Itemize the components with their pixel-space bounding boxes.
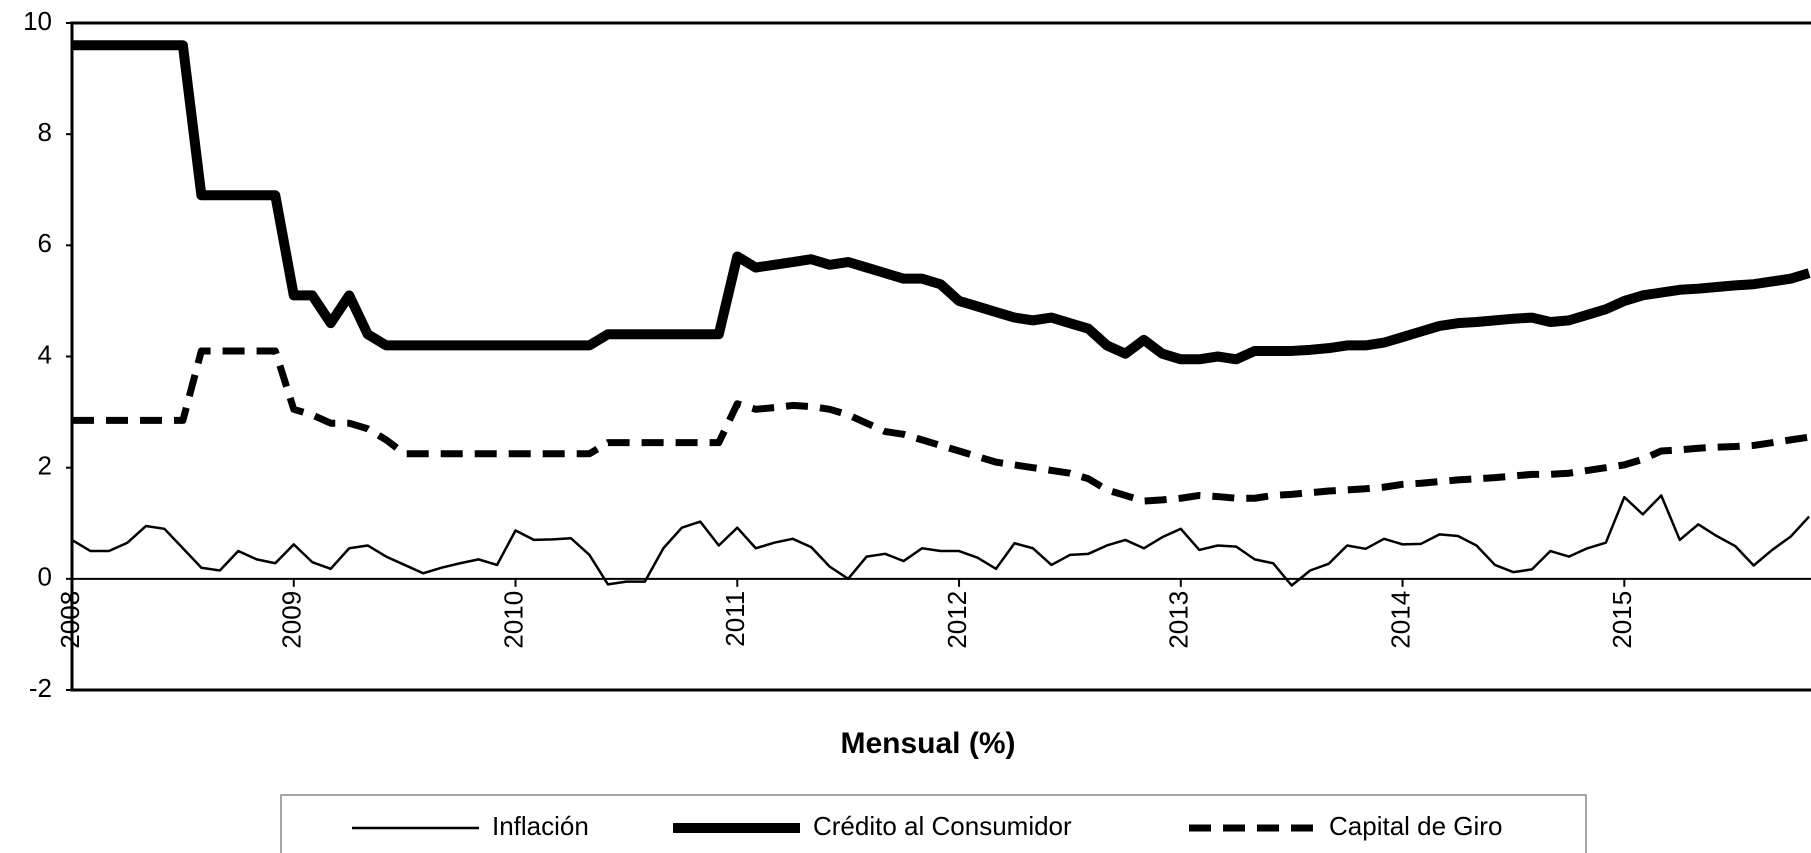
series-line	[72, 40, 1811, 365]
legend-box	[280, 794, 1587, 853]
y-tick-label: -2	[29, 673, 52, 703]
y-tick-label: 2	[38, 451, 52, 481]
legend-label: Inflación	[492, 811, 589, 841]
x-tick-label: 2008	[55, 591, 85, 649]
x-tick-label: 2011	[720, 591, 750, 647]
legend-label: Crédito al Consumidor	[813, 811, 1072, 841]
x-tick-label: 2012	[942, 591, 972, 649]
x-tick-label: 2015	[1607, 591, 1637, 649]
y-tick-label: 6	[38, 228, 52, 258]
y-tick-label: 10	[23, 6, 52, 36]
legend-label: Capital de Giro	[1329, 811, 1502, 841]
y-tick-label: 8	[38, 117, 52, 147]
y-tick-label: 4	[38, 339, 52, 369]
series-line	[71, 494, 1811, 587]
y-tick-label: 0	[38, 562, 52, 592]
plot-frame	[70, 21, 1811, 692]
x-tick-label: 2013	[1164, 591, 1194, 649]
x-tick-label: 2009	[277, 591, 307, 649]
x-tick-label: 2010	[498, 591, 528, 649]
series-line	[72, 347, 1810, 505]
x-tick-label: 2014	[1385, 591, 1415, 649]
x-axis-title: Mensual (%)	[840, 727, 1015, 760]
